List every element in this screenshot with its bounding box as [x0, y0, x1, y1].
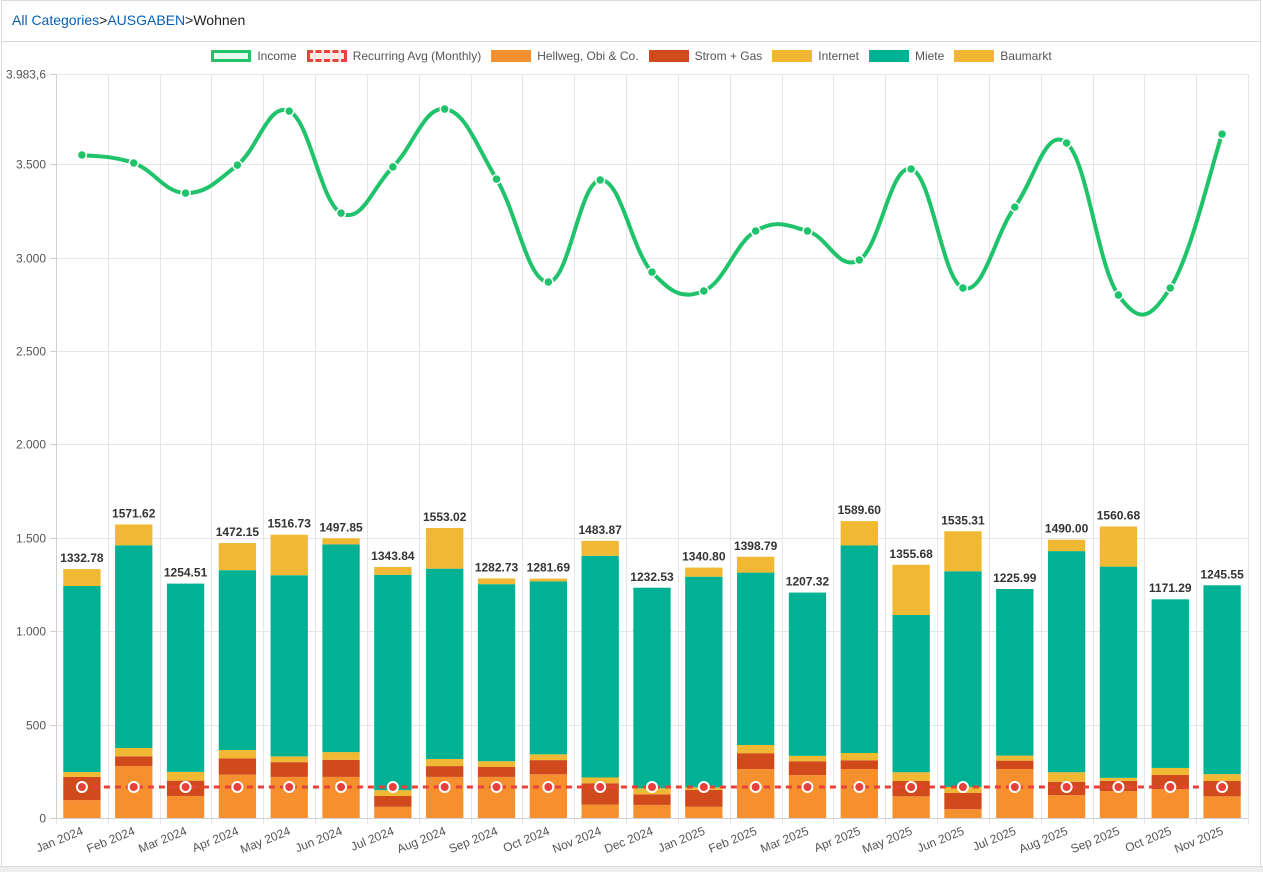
legend-label: Strom + Gas [694, 49, 763, 63]
legend-label: Hellweg, Obi & Co. [537, 49, 639, 63]
legend-item-strom-gas[interactable]: Strom + Gas [648, 49, 763, 63]
legend-swatch-internet [772, 50, 813, 62]
breadcrumb-current-wohnen: Wohnen [193, 12, 246, 28]
legend-label: Income [257, 49, 297, 63]
legend-item-recurring-avg[interactable]: Recurring Avg (Monthly) [306, 49, 482, 63]
legend-item-internet[interactable]: Internet [772, 49, 859, 63]
legend-item-income[interactable]: Income [211, 49, 297, 63]
breadcrumb-ausgaben[interactable]: AUSGABEN [107, 12, 186, 28]
legend-swatch-income [211, 50, 252, 62]
breadcrumb-separator: > [99, 12, 108, 28]
breadcrumb-all-categories[interactable]: All Categories [12, 12, 100, 28]
breadcrumb: All Categories>AUSGABEN>Wohnen [12, 12, 245, 28]
chart-legend: Income Recurring Avg (Monthly) Hellweg, … [0, 49, 1263, 63]
legend-swatch-miete [868, 50, 909, 62]
legend-label: Baumarkt [1000, 49, 1052, 63]
legend-item-hellweg[interactable]: Hellweg, Obi & Co. [491, 49, 639, 63]
footer-bar [0, 866, 1263, 872]
legend-swatch-hellweg [491, 50, 532, 62]
legend-swatch-baumarkt [954, 50, 995, 62]
legend-label: Recurring Avg (Monthly) [352, 49, 482, 63]
legend-label: Miete [914, 49, 945, 63]
legend-item-miete[interactable]: Miete [868, 49, 945, 63]
header-divider [1, 41, 1261, 42]
legend-swatch-strom-gas [648, 50, 689, 62]
breadcrumb-separator: > [185, 12, 194, 28]
legend-item-baumarkt[interactable]: Baumarkt [954, 49, 1052, 63]
legend-label: Internet [818, 49, 859, 63]
legend-swatch-recurring-avg [306, 50, 347, 62]
